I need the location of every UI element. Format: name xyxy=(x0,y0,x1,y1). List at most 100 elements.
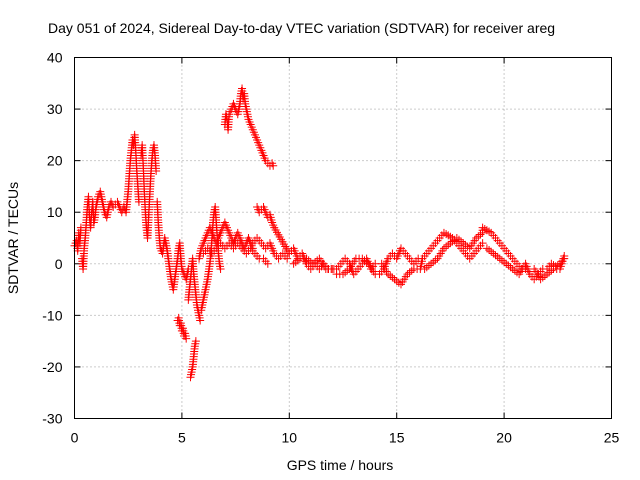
data-point-marker xyxy=(283,254,292,263)
data-point-marker xyxy=(482,226,491,235)
y-tick-label: 0 xyxy=(55,256,63,272)
data-point-marker xyxy=(512,268,521,277)
data-point-marker xyxy=(504,261,513,270)
data-point-marker xyxy=(422,263,431,272)
data-point-marker xyxy=(403,270,412,279)
x-tick-label: 10 xyxy=(282,430,298,446)
data-points xyxy=(70,84,569,382)
data-point-marker xyxy=(463,242,472,251)
data-point-marker xyxy=(459,239,468,248)
data-point-marker xyxy=(442,230,451,239)
y-tick-label: 30 xyxy=(47,101,63,117)
data-point-marker xyxy=(487,247,496,256)
data-point-marker xyxy=(442,242,451,251)
data-point-marker xyxy=(152,166,161,175)
data-point-marker xyxy=(485,227,494,236)
data-point-marker xyxy=(444,240,453,249)
y-tick-label: 10 xyxy=(47,204,63,220)
y-tick-label: -20 xyxy=(42,359,62,375)
data-point-marker xyxy=(439,228,448,237)
y-axis-label: SDTVAR / TECUs xyxy=(5,182,21,294)
data-point-marker xyxy=(388,273,397,282)
data-point-marker xyxy=(543,270,552,279)
data-point-marker xyxy=(478,223,487,232)
data-point-marker xyxy=(216,264,225,273)
data-point-marker xyxy=(313,256,322,265)
data-point-marker xyxy=(452,234,461,242)
data-point-marker xyxy=(474,232,483,241)
x-tick-label: 0 xyxy=(71,430,79,446)
data-point-marker xyxy=(420,264,429,273)
data-point-marker xyxy=(339,270,347,279)
data-point-marker xyxy=(476,230,485,239)
data-point-marker xyxy=(196,316,205,325)
data-point-marker xyxy=(547,266,556,275)
data-point-marker xyxy=(538,273,547,282)
data-point-marker xyxy=(360,256,369,265)
data-point-marker xyxy=(191,337,200,346)
data-point-marker xyxy=(427,259,436,268)
data-point-marker xyxy=(491,251,500,260)
data-point-marker xyxy=(291,258,300,267)
y-tick-label: -10 xyxy=(42,307,62,323)
data-point-marker xyxy=(304,256,313,265)
y-tick-label: 40 xyxy=(47,50,63,66)
x-tick-label: 5 xyxy=(178,430,186,446)
plot-frame xyxy=(74,57,612,419)
data-point-marker xyxy=(510,266,519,275)
data-point-marker xyxy=(480,224,489,233)
data-point-marker xyxy=(263,259,272,268)
chart-title: Day 051 of 2024, Sidereal Day-to-day VTE… xyxy=(48,20,555,36)
data-point-marker xyxy=(446,239,455,248)
data-point-marker xyxy=(472,234,481,242)
data-point-marker xyxy=(489,249,498,258)
data-point-marker xyxy=(506,263,515,272)
y-axis-ticks: 40 30 20 10 0 -10 -20 -30 xyxy=(42,50,612,427)
data-point-marker xyxy=(444,231,453,240)
data-point-marker xyxy=(302,254,311,263)
data-point-marker xyxy=(392,276,401,285)
data-point-marker xyxy=(289,259,298,268)
data-point-marker xyxy=(497,256,506,265)
data-point-marker xyxy=(341,268,350,277)
y-tick-label: -30 xyxy=(42,411,62,427)
data-point-marker xyxy=(424,261,433,270)
data-point-marker xyxy=(311,258,320,267)
data-point-marker xyxy=(461,240,470,249)
x-tick-label: 15 xyxy=(389,430,405,446)
data-point-marker xyxy=(431,256,440,265)
data-point-marker xyxy=(269,161,278,170)
data-point-marker xyxy=(500,258,509,267)
data-point-marker xyxy=(493,252,502,261)
data-point-marker xyxy=(439,244,448,253)
data-point-marker xyxy=(386,271,395,280)
data-point-marker xyxy=(362,258,371,267)
data-point-marker xyxy=(429,258,438,267)
data-point-marker xyxy=(485,246,494,255)
x-axis-label: GPS time / hours xyxy=(287,457,394,473)
x-tick-label: 25 xyxy=(604,430,620,446)
data-point-marker xyxy=(182,334,191,343)
data-point-marker xyxy=(343,266,352,275)
x-tick-label: 20 xyxy=(496,430,512,446)
data-point-marker xyxy=(394,278,403,287)
data-point-marker xyxy=(405,268,414,277)
data-point-marker xyxy=(407,266,416,275)
data-point-marker xyxy=(495,254,504,263)
data-point-marker xyxy=(384,270,393,279)
data-point-marker xyxy=(545,268,554,277)
data-point-marker xyxy=(457,237,466,246)
data-point-marker xyxy=(390,275,399,284)
data-point-marker xyxy=(478,239,487,248)
data-point-marker xyxy=(560,252,569,261)
data-point-marker xyxy=(358,254,367,263)
data-point-marker xyxy=(293,256,302,265)
data-point-marker xyxy=(540,271,549,280)
data-point-marker xyxy=(508,264,517,273)
grid-lines xyxy=(74,57,612,419)
data-point-marker xyxy=(482,244,491,253)
data-point-marker xyxy=(448,237,457,246)
data-point-marker xyxy=(536,275,545,284)
data-point-marker xyxy=(547,259,556,268)
